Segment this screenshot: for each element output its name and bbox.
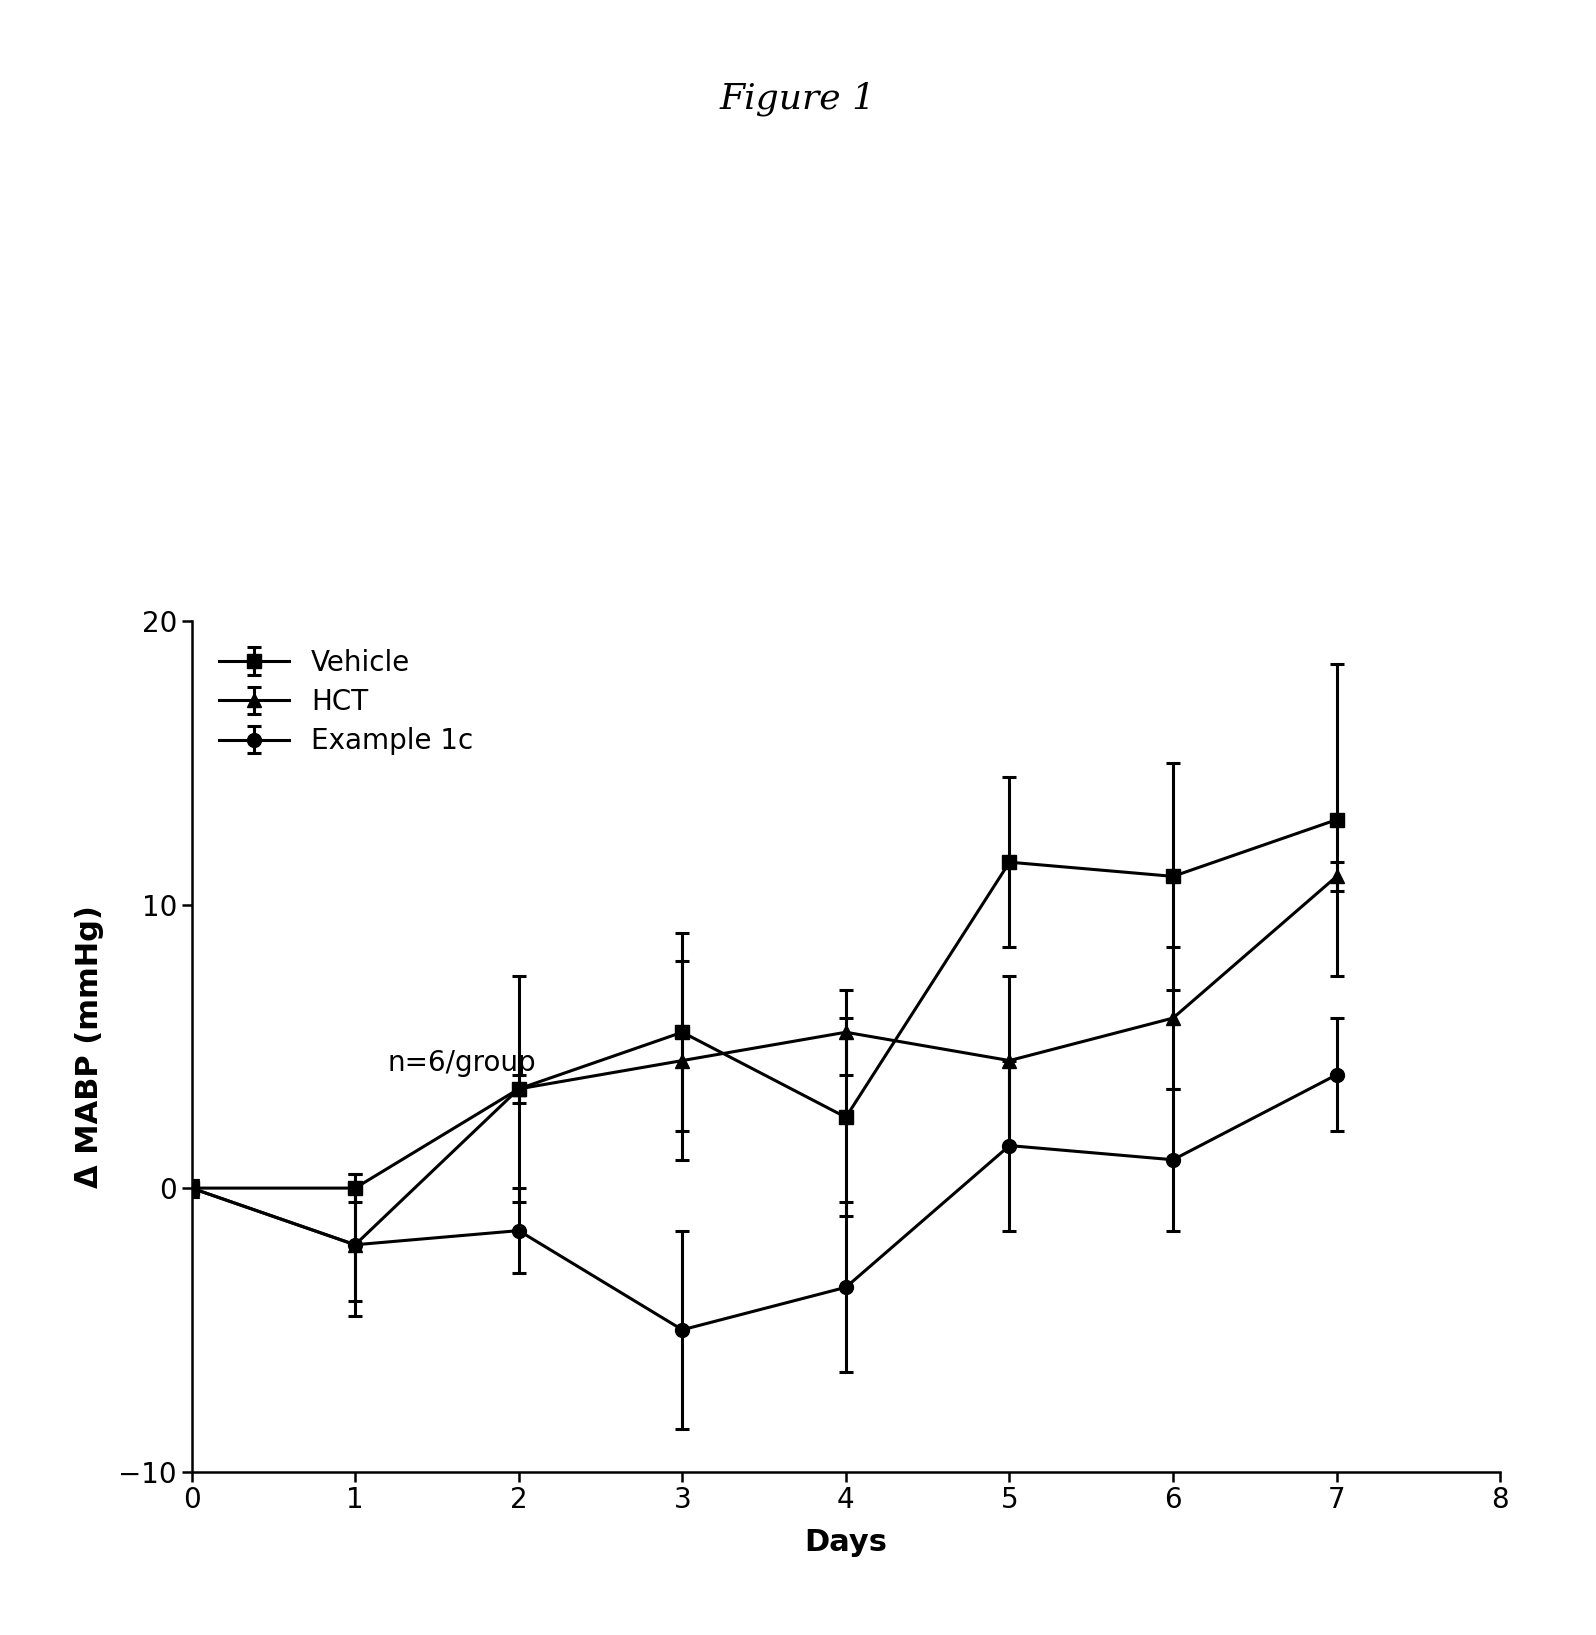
X-axis label: Days: Days (804, 1529, 887, 1557)
Legend: Vehicle, HCT, Example 1c: Vehicle, HCT, Example 1c (206, 634, 487, 768)
Text: n=6/group: n=6/group (388, 1050, 536, 1077)
Y-axis label: Δ MABP (mmHg): Δ MABP (mmHg) (75, 904, 104, 1189)
Text: Figure 1: Figure 1 (720, 82, 876, 116)
